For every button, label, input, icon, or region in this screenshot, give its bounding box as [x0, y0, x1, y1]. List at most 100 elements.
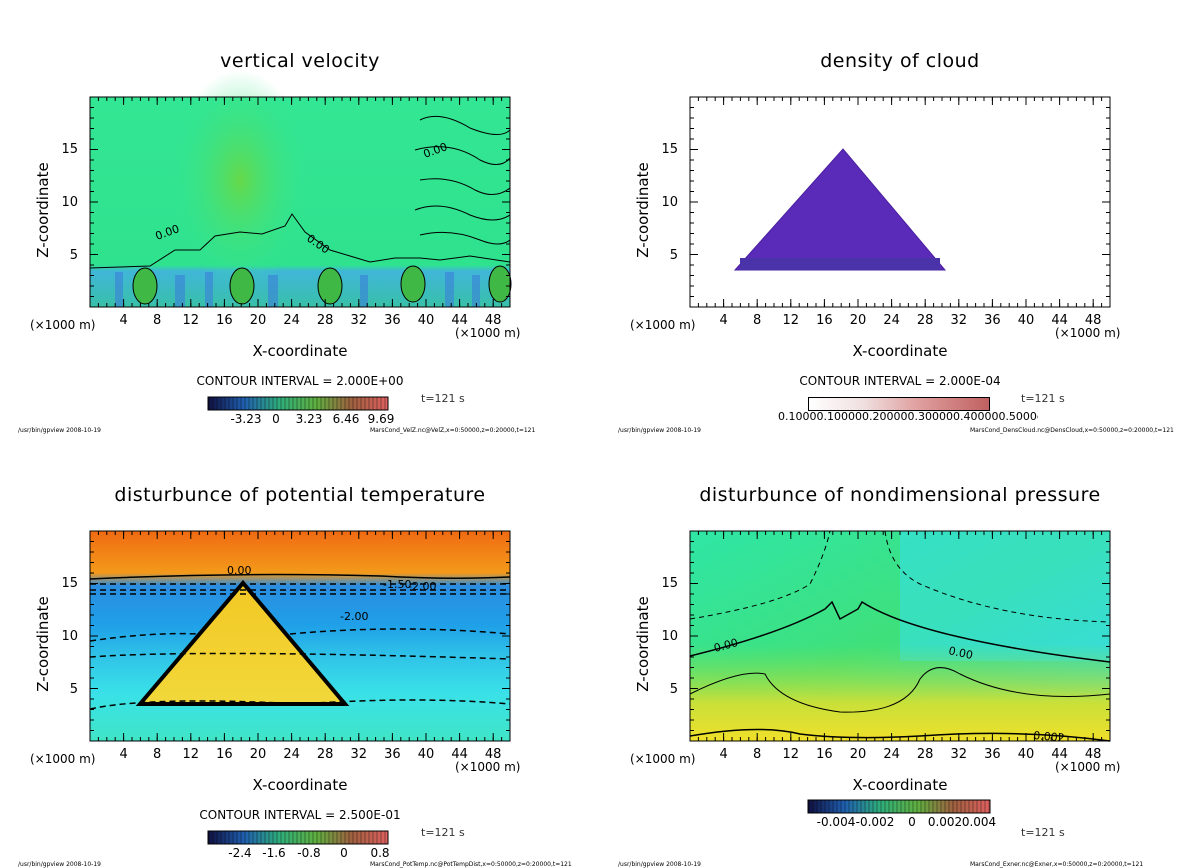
axis-ticks	[690, 531, 1110, 741]
chart-title: density of cloud	[820, 50, 980, 72]
colorbar-stripes	[208, 831, 388, 844]
x-unit-right: (×1000 m)	[455, 760, 521, 774]
x-tick-label: 24	[283, 313, 300, 328]
contour-label-0: 0.00	[227, 564, 252, 577]
x-unit-right: (×1000 m)	[1055, 326, 1121, 340]
x-tick-label: 16	[216, 313, 233, 328]
axis-ticks	[90, 531, 510, 741]
bottom-contour	[689, 728, 1111, 742]
x-tick-label: 44	[1051, 747, 1068, 762]
contour-label-2: 0.002	[1033, 729, 1066, 745]
contour-label-0: 0.00	[712, 636, 739, 655]
solid-contours	[689, 667, 1111, 713]
zero-contour	[89, 573, 511, 580]
y-tick-5: 5	[669, 682, 678, 697]
warm-triangle	[135, 579, 350, 706]
colorbar-tick: 0	[272, 412, 280, 426]
x-tick-label: 28	[916, 747, 934, 762]
x-tick-label: 40	[1017, 747, 1035, 762]
x-tick-label: 8	[153, 747, 162, 762]
dashed-contours	[89, 583, 511, 710]
colorbar-stripes	[808, 800, 990, 813]
contour-interval: CONTOUR INTERVAL = 2.500E-01	[199, 808, 401, 822]
colorbar-tick: -0.8	[297, 846, 321, 860]
colorbar-tick: -0.004	[816, 815, 856, 829]
x-tick-label: 44	[451, 313, 468, 328]
x-tick-label: 32	[350, 747, 368, 762]
colorbar-tick: 9.69	[367, 412, 395, 426]
contour-label-2: -2.00	[340, 610, 368, 623]
x-tick-label: 32	[950, 313, 968, 328]
contour-interval: CONTOUR INTERVAL = 2.000E+00	[196, 374, 404, 388]
colorbar-rect	[808, 397, 990, 411]
zero-contour	[89, 213, 511, 269]
x-tick-label: 16	[216, 747, 233, 762]
y-tick-10: 10	[661, 629, 678, 644]
y-tick-5: 5	[69, 682, 78, 697]
cloud-base	[740, 258, 940, 270]
x-tick-label: 16	[816, 313, 833, 328]
colorbar-tick: -0.002	[855, 815, 895, 829]
time-label: t=121 s	[421, 826, 465, 839]
colorbar-tick-text: 0.10000.100000.200000.300000.400000.5000…	[778, 410, 1038, 423]
x-tick-label: 12	[182, 313, 200, 328]
colorbar-tick: 6.46	[332, 412, 360, 426]
y-tick-10: 10	[661, 195, 678, 210]
y-axis-label: Z-coordinate	[34, 596, 52, 692]
y-tick-10: 10	[61, 629, 78, 644]
chart-title: disturbunce of potential temperature	[114, 484, 486, 506]
updraft-cells	[132, 265, 512, 305]
x-tick-label: 44	[1051, 313, 1068, 328]
y-tick-15: 15	[61, 142, 78, 157]
colorbar-tick: 0	[340, 846, 348, 860]
x-tick-label: 48	[1084, 747, 1102, 762]
y-axis-label: Z-coordinate	[34, 162, 52, 258]
x-tick-label: 24	[283, 747, 300, 762]
x-tick-label: 8	[753, 747, 762, 762]
plot-area	[90, 531, 510, 741]
colorbar-stripes	[208, 397, 388, 410]
colorbar-tick: 0.002	[927, 815, 963, 829]
plot-area-bottom	[690, 644, 1110, 741]
x-tick-label: 36	[384, 747, 401, 762]
y-tick-5: 5	[69, 248, 78, 263]
plot-area-right-cyan	[900, 531, 1110, 661]
x-axis-label: X-coordinate	[252, 342, 348, 360]
contour-label-1: 0.00	[947, 644, 974, 662]
x-tick-label: 28	[916, 313, 934, 328]
x-tick-label: 20	[249, 313, 267, 328]
x-tick-label: 48	[484, 313, 502, 328]
chart-density-of-cloud	[689, 96, 1111, 308]
time-label: t=121 s	[1021, 392, 1065, 405]
x-tick-label: 28	[316, 313, 334, 328]
x-tick-label: 8	[753, 313, 762, 328]
x-tick-label: 44	[451, 747, 468, 762]
x-unit-right: (×1000 m)	[1055, 760, 1121, 774]
x-tick-label: 40	[417, 747, 435, 762]
contour-label-1: -1.50	[383, 578, 411, 591]
y-tick-15: 15	[661, 142, 678, 157]
colorbar-tick: -2.4	[228, 846, 252, 860]
plot-area	[690, 97, 1110, 307]
colorbar-tick: 0.004	[961, 815, 997, 829]
footer-right: MarsCond_VelZ.nc@VelZ,x=0:50000,z=0:2000…	[370, 427, 536, 434]
x-tick-label: 12	[782, 747, 800, 762]
axis-ticks	[690, 97, 1110, 307]
x-tick-label: 36	[984, 747, 1001, 762]
y-tick-15: 15	[61, 576, 78, 591]
x-tick-label: 4	[719, 747, 728, 762]
y-axis-label: Z-coordinate	[634, 596, 652, 692]
colorbar-tick: -3.23	[230, 412, 262, 426]
footer-left: /usr/bin/gpview 2008-10-19	[618, 861, 701, 868]
x-tick-label: 28	[316, 747, 334, 762]
x-tick-label: 16	[816, 747, 833, 762]
panel-potential-temperature: 0.00 -1.50 -2.00 -2.00 disturbunce of po…	[0, 434, 600, 868]
x-tick-label: 40	[417, 313, 435, 328]
x-tick-label: 8	[153, 313, 162, 328]
x-tick-label: 40	[1017, 313, 1035, 328]
x-unit-right: (×1000 m)	[455, 326, 521, 340]
x-tick-label: 24	[883, 313, 900, 328]
x-tick-label: 32	[350, 313, 368, 328]
footer-right: MarsCond_PotTemp.nc@PotTempDist,x=0:5000…	[370, 861, 572, 868]
colorbar-tick: 0	[908, 815, 916, 829]
